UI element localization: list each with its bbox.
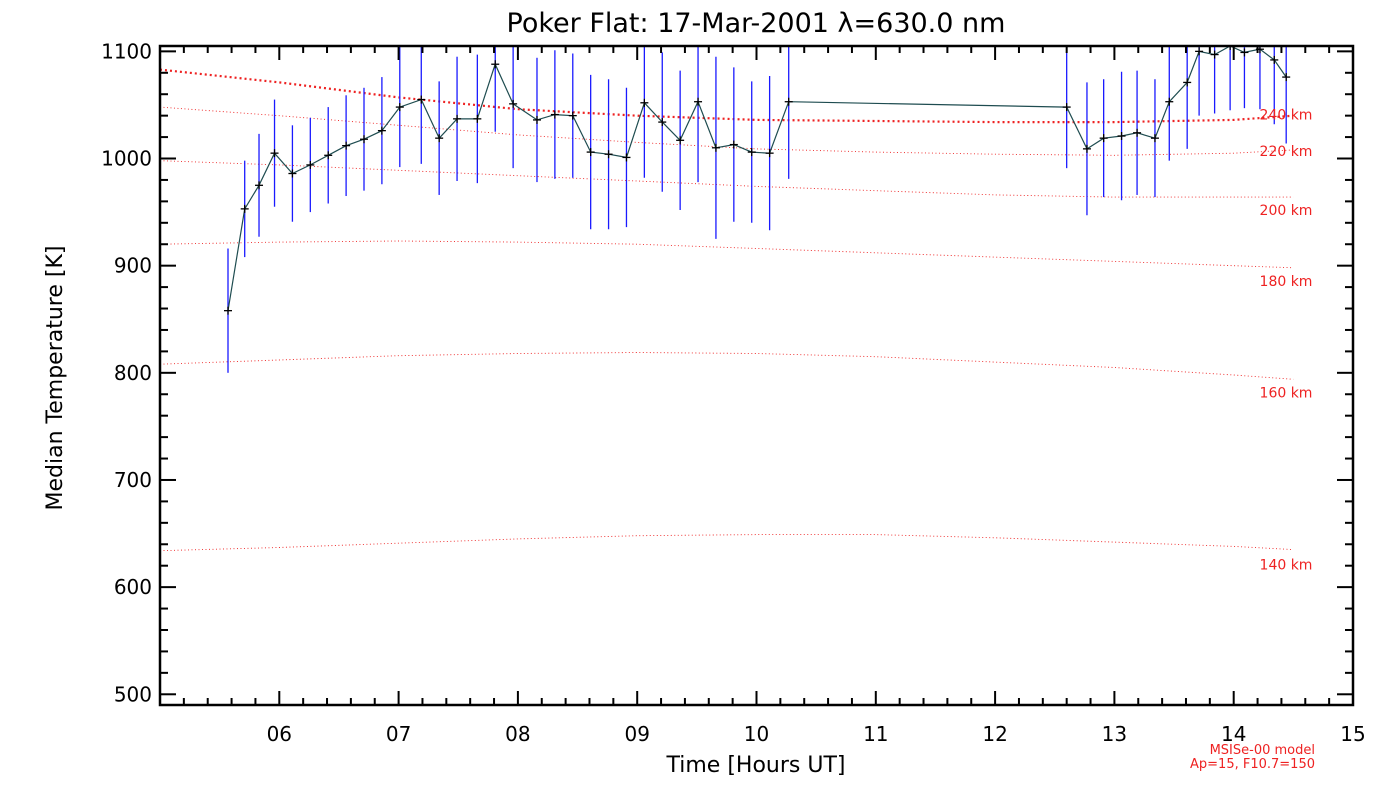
data-series (224, 46, 1291, 373)
plot-frame (158, 44, 1355, 707)
data-point (784, 97, 793, 106)
data-point (1062, 103, 1071, 112)
model-curve-200-km (160, 160, 1294, 198)
data-point (1240, 48, 1249, 57)
data-point (417, 95, 426, 104)
model-curve-240-km (160, 68, 1294, 124)
x-tick-label: 07 (386, 722, 411, 746)
y-tick-label: 800 (114, 361, 152, 385)
data-point (255, 181, 264, 190)
data-point (377, 126, 386, 135)
data-point (711, 143, 720, 152)
data-point (1210, 50, 1219, 59)
model-curve-180-km (160, 240, 1294, 269)
data-point (1195, 47, 1204, 56)
data-point (550, 110, 559, 119)
data-point (270, 149, 279, 158)
x-tick-label: 12 (982, 722, 1007, 746)
chart-title: Poker Flat: 17-Mar-2001 λ=630.0 nm (507, 8, 1006, 39)
altitude-label-160-km: 160 km (1260, 385, 1313, 401)
model-params-note: Ap=15, F10.7=150 (1190, 757, 1315, 772)
data-point (1133, 128, 1142, 137)
data-point (568, 111, 577, 120)
x-tick-label: 06 (267, 722, 292, 746)
data-point (1165, 97, 1174, 106)
altitude-label-200-km: 200 km (1260, 203, 1313, 219)
y-tick-label: 700 (114, 468, 152, 492)
altitude-label-220-km: 220 km (1260, 144, 1313, 160)
y-tick-label: 500 (114, 682, 152, 706)
data-point (586, 148, 595, 157)
data-point (765, 149, 774, 158)
x-tick-label: 14 (1221, 722, 1246, 746)
altitude-label-240-km: 240 km (1260, 108, 1313, 124)
data-point (1282, 73, 1291, 82)
data-point (324, 151, 333, 160)
altitude-label-180-km: 180 km (1260, 274, 1313, 290)
model-curve-220-km (160, 106, 1294, 156)
data-point (1117, 132, 1126, 141)
x-tick-label: 11 (863, 722, 888, 746)
x-tick-label: 13 (1102, 722, 1127, 746)
x-tick-label: 08 (505, 722, 530, 746)
data-point (532, 115, 541, 124)
y-tick-label: 900 (114, 254, 152, 278)
data-point (694, 97, 703, 106)
data-point (240, 204, 249, 213)
data-point (435, 134, 444, 143)
data-point (473, 114, 482, 123)
y-axis-label: Median Temperature [K] (43, 246, 68, 511)
x-tick-label: 15 (1340, 722, 1365, 746)
data-point (658, 118, 667, 127)
data-point (747, 148, 756, 157)
y-tick-label: 1100 (101, 39, 152, 63)
data-point (640, 98, 649, 107)
data-point (360, 135, 369, 144)
altitude-label-140-km: 140 km (1260, 558, 1313, 574)
x-axis-label: Time [Hours UT] (666, 753, 846, 778)
data-point (729, 140, 738, 149)
model-name-note: MSISe-00 model (1210, 743, 1315, 758)
data-point (224, 306, 233, 315)
y-tick-label: 600 (114, 575, 152, 599)
data-point (453, 114, 462, 123)
data-point (622, 153, 631, 162)
data-point (342, 141, 351, 150)
data-point (1099, 134, 1108, 143)
data-point (1270, 55, 1279, 64)
x-tick-label: 10 (744, 722, 769, 746)
data-point (395, 103, 404, 112)
y-tick-label: 1000 (101, 147, 152, 171)
data-point (676, 136, 685, 145)
data-point (1183, 78, 1192, 87)
data-point (306, 160, 315, 169)
x-tick-label: 09 (624, 722, 649, 746)
data-point (491, 60, 500, 69)
data-point (509, 99, 518, 108)
model-curve-160-km (160, 352, 1294, 380)
temperature-line (227, 46, 1287, 311)
data-point (604, 150, 613, 159)
axes: 06 07 08 09 10 11 12 13 14 15 500 600 700 800 900 1000 1… (101, 39, 1366, 746)
data-point (1082, 144, 1091, 153)
model-curves (160, 68, 1294, 552)
data-point (1150, 134, 1159, 143)
model-curve-140-km (160, 534, 1294, 552)
data-point (1226, 46, 1235, 50)
data-point (288, 169, 297, 178)
